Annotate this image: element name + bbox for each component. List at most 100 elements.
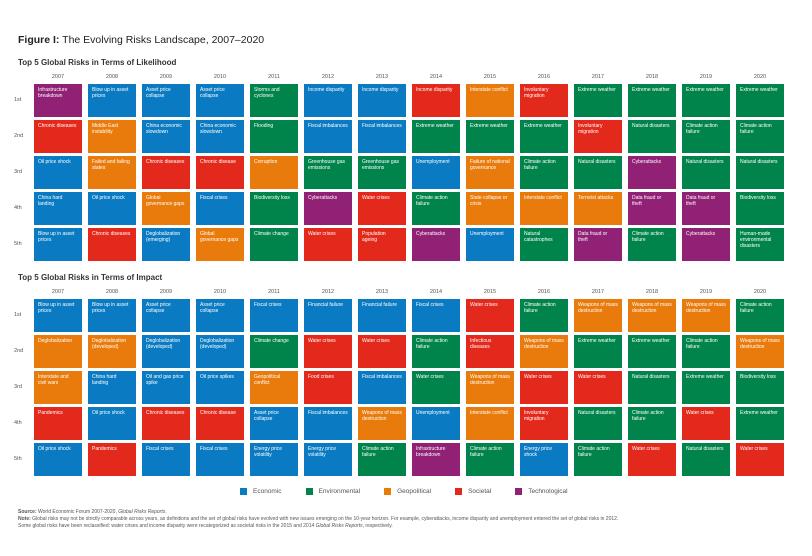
risk-tile: Fiscal imbalances (304, 407, 352, 440)
year-label: 2011 (268, 289, 280, 295)
risk-tile: Water crises (304, 228, 352, 261)
risk-tile: Energy price volatility (250, 443, 298, 476)
legend-label: Economic (253, 488, 282, 495)
source-italic: Global Risks Reports (118, 509, 166, 515)
risk-tile: Natural disasters (628, 120, 676, 153)
source-note: Source: World Economic Forum 2007-2020, … (18, 509, 167, 515)
risk-tile: Water crises (682, 407, 730, 440)
risk-tile: Natural disasters (628, 371, 676, 404)
risk-tile: Extreme weather (520, 120, 568, 153)
risk-tile: Water crises (628, 443, 676, 476)
risk-tile: Fiscal crises (142, 443, 190, 476)
risk-tile: Fiscal imbalances (304, 120, 352, 153)
legend-item: Environmental (305, 488, 360, 495)
risk-tile: Cyberattacks (682, 228, 730, 261)
risk-tile: Interstate conflict (466, 84, 514, 117)
risk-tile: Blow up in asset prices (34, 228, 82, 261)
risk-tile: Terrorist attacks (574, 192, 622, 225)
risk-tile: Pandemics (34, 407, 82, 440)
risk-tile: Pandemics (88, 443, 136, 476)
note-line2-italic: Global Risks Reports (315, 523, 363, 529)
risk-tile: Oil price spikes (196, 371, 244, 404)
risk-tile: Chronic disease (196, 407, 244, 440)
risk-tile: Fiscal imbalances (358, 120, 406, 153)
risk-tile: Financial failure (358, 299, 406, 332)
risk-tile: Weapons of mass destruction (358, 407, 406, 440)
risk-tile: Failure of national governance (466, 156, 514, 189)
risk-tile: Energy price shock (520, 443, 568, 476)
risk-tile: Global governance gaps (196, 228, 244, 261)
year-label: 2016 (537, 74, 551, 80)
risk-tile: Blow up in asset prices (88, 84, 136, 117)
risk-tile: Income disparity (412, 84, 460, 117)
risk-tile: Chronic diseases (142, 156, 190, 189)
legend-swatch (384, 488, 392, 495)
risk-tile: Cyberattacks (628, 156, 676, 189)
rank-label: 1st (14, 97, 22, 103)
figure-title: Figure I: The Evolving Risks Landscape, … (18, 34, 264, 46)
risk-tile: China hard landing (88, 371, 136, 404)
risk-tile: Infectious diseases (466, 335, 514, 368)
risk-tile: State collapse or crisis (466, 192, 514, 225)
risk-tile: Food crises (304, 371, 352, 404)
rank-label: 2nd (14, 133, 24, 139)
legend-item: Technological (515, 488, 568, 495)
risk-tile: Water crises (304, 335, 352, 368)
risk-tile: Deglobalization (34, 335, 82, 368)
risk-tile: Cyberattacks (304, 192, 352, 225)
year-label: 2019 (699, 289, 713, 295)
risk-tile: Biodiversity loss (736, 192, 784, 225)
risk-tile: Climate action failure (412, 335, 460, 368)
risk-tile: Water crises (520, 371, 568, 404)
risk-tile: Climate action failure (358, 443, 406, 476)
risk-tile: Climate action failure (520, 156, 568, 189)
legend: Economic Environmental Geopolitical Societa… (240, 488, 592, 495)
year-label: 2011 (268, 74, 280, 80)
figure-title-text: The Evolving Risks Landscape, 2007–2020 (62, 34, 265, 46)
year-label: 2018 (645, 289, 659, 295)
year-label: 2008 (105, 74, 119, 80)
risk-tile: Failed and failing states (88, 156, 136, 189)
risk-tile: Climate change (250, 335, 298, 368)
risk-tile: Chronic diseases (34, 120, 82, 153)
note-line2-text: Some global risks have been reclassified… (18, 523, 316, 529)
year-label: 2007 (51, 74, 65, 80)
risk-tile: China economic slowdown (142, 120, 190, 153)
risk-tile: Climate action failure (736, 299, 784, 332)
risk-tile: Climate action failure (682, 335, 730, 368)
year-label: 2009 (159, 289, 173, 295)
risk-tile: Involuntary migration (520, 84, 568, 117)
year-label: 2017 (591, 289, 605, 295)
risk-tile: Involuntary migration (520, 407, 568, 440)
risk-tile: Natural disasters (682, 156, 730, 189)
risk-tile: Deglobalization (emerging) (142, 228, 190, 261)
risk-tile: Interstate conflict (466, 407, 514, 440)
risk-tile: Extreme weather (574, 335, 622, 368)
risk-tile: Natural disasters (682, 443, 730, 476)
risk-tile: Water crises (466, 299, 514, 332)
risk-tile: Climate change (250, 228, 298, 261)
panel-title: Top 5 Global Risks in Terms of Impact (18, 273, 163, 282)
risk-tile: Oil price shock (34, 156, 82, 189)
risk-tile: Asset price collapse (196, 84, 244, 117)
year-label: 2019 (699, 74, 713, 80)
legend-label: Geopolitical (397, 488, 432, 495)
risk-tile: Extreme weather (682, 84, 730, 117)
risk-tile: Human-made environmental disasters (736, 228, 784, 261)
note-text: Global risks may not be strictly compara… (32, 516, 619, 522)
risk-tile: Weapons of mass destruction (574, 299, 622, 332)
legend-swatch (305, 488, 313, 495)
risk-tile: Climate action failure (574, 443, 622, 476)
risk-tile: Climate action failure (628, 228, 676, 261)
legend-swatch (240, 488, 247, 495)
risk-tile: Interstate and civil wars (34, 371, 82, 404)
risk-tile: China hard landing (34, 192, 82, 225)
risk-tile: Climate action failure (412, 192, 460, 225)
risk-tile: Financial failure (304, 299, 352, 332)
risk-tile: Weapons of mass destruction (682, 299, 730, 332)
risk-tile: Climate action failure (682, 120, 730, 153)
rank-label: 5th (14, 456, 22, 462)
risk-tile: Interstate conflict (520, 192, 568, 225)
risk-tile: Oil price shock (88, 407, 136, 440)
risk-tile: Blow up in asset prices (34, 299, 82, 332)
